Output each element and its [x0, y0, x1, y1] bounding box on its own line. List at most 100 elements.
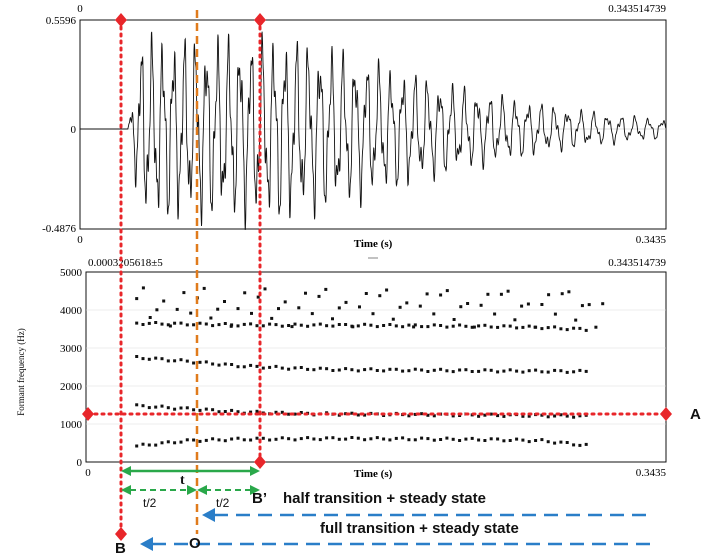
formant-point [407, 414, 411, 418]
formant-point [287, 367, 291, 371]
formant-point [432, 368, 436, 372]
formant-point [166, 323, 170, 327]
formant-point [270, 316, 274, 320]
formant-point [325, 436, 329, 440]
formant-point [477, 324, 481, 328]
formant-point [274, 410, 278, 414]
formant-point [533, 325, 537, 329]
formant-point [229, 324, 233, 328]
formant-point [451, 324, 455, 328]
formant-point [223, 322, 227, 325]
formant-frame [85, 271, 667, 463]
formant-point [168, 324, 172, 328]
formant-point [540, 370, 544, 374]
formant-point [173, 441, 177, 445]
formant-point [472, 325, 476, 329]
formant-point [147, 321, 151, 325]
formant-point [173, 321, 177, 325]
formant-point [306, 367, 310, 371]
formant-point [250, 311, 253, 315]
formant-point [594, 325, 598, 329]
formant-point [230, 363, 234, 366]
formant-point [458, 368, 462, 372]
formant-point [217, 438, 221, 442]
formant-point [155, 308, 159, 312]
formant-point [204, 407, 208, 411]
formant-point [499, 292, 503, 296]
formant-point [202, 286, 206, 290]
formant-point [477, 369, 481, 373]
arrow-t-half-left-head-r [187, 485, 197, 495]
formant-point [464, 368, 468, 372]
formant-point [420, 412, 424, 416]
formant-point [382, 324, 386, 327]
formant-point [540, 327, 544, 331]
formant-point [540, 438, 544, 442]
formant-point [299, 437, 303, 441]
formant-point [160, 404, 164, 408]
formant-point [317, 294, 321, 298]
formant-point [255, 324, 259, 328]
formant-point [268, 438, 272, 442]
formant-point [559, 327, 563, 331]
formant-point [496, 437, 500, 441]
formant-point [565, 441, 569, 444]
formant-point [166, 440, 170, 444]
formant-point [432, 323, 436, 327]
waveform-trace [80, 31, 667, 230]
formant-point [574, 318, 578, 322]
formant-xlabel: Time (s) [354, 468, 393, 480]
formant-point [506, 289, 510, 293]
formant-point [230, 437, 234, 441]
arrow-t-half-right-head-r [250, 485, 260, 495]
formant-point [572, 370, 576, 374]
ytick-0: 0 [77, 457, 83, 469]
formant-point [274, 437, 278, 441]
formant-point [331, 369, 335, 372]
formant-point [477, 438, 481, 442]
formant-point [451, 414, 455, 418]
formant-point [515, 326, 519, 330]
formant-panel: 0.0003205618±5 0.343514739 5000 4000 300… [16, 257, 667, 480]
formant-point [192, 408, 196, 412]
formant-point [553, 312, 557, 316]
formant-point [486, 292, 490, 296]
formant-point [148, 316, 152, 319]
formant-point [508, 324, 512, 328]
formant-point [185, 406, 189, 410]
ytick-1000: 1000 [60, 419, 83, 431]
ytick-2000: 2000 [60, 381, 83, 393]
formant-point [154, 443, 158, 447]
diamond-a-right [660, 407, 672, 421]
formant-point [299, 323, 303, 327]
formant-point [179, 440, 183, 444]
formant-point [249, 363, 253, 367]
formant-point [540, 413, 544, 417]
formant-point [489, 412, 493, 416]
formant-point [426, 413, 430, 417]
formant-point [466, 302, 470, 305]
formant-point [318, 322, 322, 326]
formant-point [418, 304, 422, 308]
formant-point [192, 323, 196, 327]
formant-point [223, 439, 227, 443]
arrow-t-right-head [250, 466, 260, 476]
formant-point [331, 436, 335, 440]
formant-point [565, 414, 569, 418]
formant-point [527, 440, 531, 444]
formant-point [413, 438, 417, 442]
formant-point [299, 366, 303, 369]
formant-point [287, 412, 291, 416]
formant-point [331, 324, 335, 328]
formant-point [559, 440, 563, 444]
formant-point [502, 439, 506, 443]
formant-point [547, 293, 551, 297]
formant-point [175, 307, 179, 311]
formant-point [527, 414, 531, 418]
formant-point [154, 405, 158, 409]
label-o: O [189, 535, 201, 552]
formant-point [236, 324, 240, 328]
formant-point [388, 323, 392, 326]
formant-top-left-label: 0.0003205618±5 [88, 257, 163, 269]
